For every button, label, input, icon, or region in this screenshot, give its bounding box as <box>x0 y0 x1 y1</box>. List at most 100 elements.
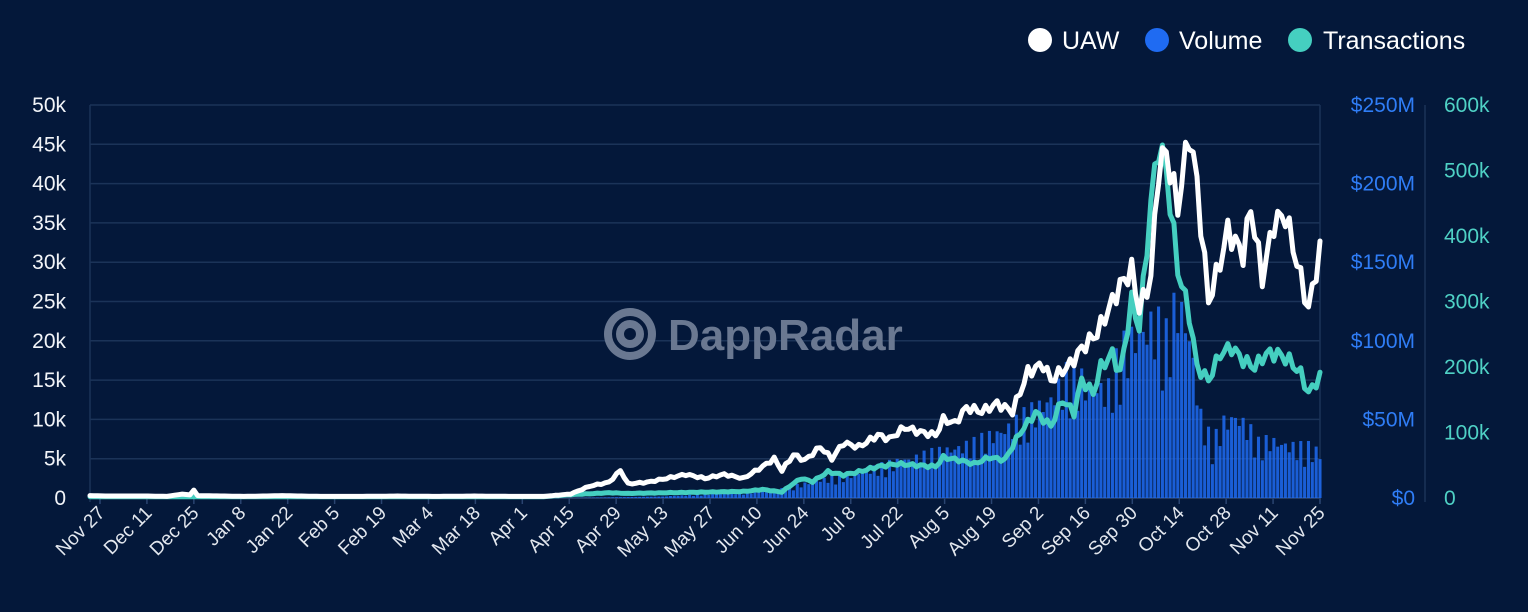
y-tick-label-uaw: 30k <box>32 251 66 274</box>
y-tick-label-volume: $150M <box>1351 251 1415 274</box>
volume-bar <box>703 493 707 498</box>
volume-bar <box>891 471 895 498</box>
x-tick-label: Oct 14 <box>1134 502 1189 557</box>
volume-bar <box>872 465 876 498</box>
volume-bar <box>1137 333 1141 498</box>
volume-bar <box>1318 459 1322 498</box>
volume-bar <box>1122 330 1126 498</box>
volume-bar <box>845 472 849 498</box>
volume-bar <box>864 469 868 498</box>
volume-bar <box>626 497 630 498</box>
volume-bar <box>772 489 776 498</box>
volume-bar <box>1072 358 1076 498</box>
volume-bar <box>834 484 838 498</box>
volume-bar <box>941 459 945 498</box>
volume-bar <box>695 494 699 498</box>
volume-bar <box>807 484 811 498</box>
volume-bar <box>1118 404 1122 498</box>
volume-bar <box>676 495 680 498</box>
volume-bar <box>972 436 976 498</box>
y-tick-label-transactions: 300k <box>1444 291 1490 314</box>
y-tick-label-uaw: 45k <box>32 133 66 156</box>
volume-bar <box>776 490 780 498</box>
volume-bar <box>803 482 807 498</box>
volume-bar <box>826 482 830 498</box>
volume-bar <box>1249 424 1253 498</box>
y-tick-label-transactions: 200k <box>1444 356 1490 379</box>
y-tick-label-volume: $250M <box>1351 94 1415 117</box>
volume-bar <box>1007 423 1011 498</box>
volume-bar <box>1222 415 1226 498</box>
volume-bar <box>1103 406 1107 498</box>
y-tick-label-uaw: 10k <box>32 408 66 431</box>
volume-bar <box>1237 425 1241 498</box>
volume-bar <box>818 481 822 498</box>
x-tick-label: May 13 <box>614 503 673 562</box>
volume-bar <box>1299 441 1303 498</box>
volume-bar <box>957 446 961 498</box>
x-tick-label: Nov 27 <box>52 503 109 560</box>
volume-bar <box>641 496 646 498</box>
volume-bar <box>987 430 991 498</box>
volume-bar <box>1060 409 1065 498</box>
volume-bar <box>1206 426 1211 498</box>
volume-bar <box>1080 368 1084 498</box>
volume-bar <box>903 459 907 498</box>
volume-bar <box>661 496 665 498</box>
volume-bar <box>672 495 676 498</box>
x-tick-label: Nov 25 <box>1272 503 1329 560</box>
volume-bar <box>1210 464 1214 498</box>
volume-bar <box>861 472 865 498</box>
volume-bar <box>707 494 711 498</box>
x-tick-label: May 27 <box>661 503 720 562</box>
volume-bar <box>1114 348 1118 498</box>
volume-bar <box>822 477 826 498</box>
x-tick-label: Mar 18 <box>428 503 485 560</box>
volume-bar <box>764 490 769 498</box>
volume-bar <box>1130 326 1134 498</box>
y-tick-label-uaw: 25k <box>32 291 66 314</box>
y-tick-label-uaw: 20k <box>32 330 66 353</box>
volume-bar <box>1083 400 1088 498</box>
legend-swatch-volume <box>1145 28 1169 52</box>
volume-bar <box>1095 393 1099 498</box>
volume-bar <box>934 466 938 498</box>
legend-item-uaw[interactable]: UAW <box>1028 27 1120 55</box>
volume-bar <box>1264 435 1268 498</box>
legend-item-volume[interactable]: Volume <box>1145 27 1262 55</box>
volume-bar <box>937 446 942 498</box>
volume-bar <box>1306 440 1311 498</box>
volume-bar <box>1064 361 1068 498</box>
legend-swatch-transactions <box>1288 28 1312 52</box>
volume-bar <box>688 494 692 498</box>
volume-bar <box>611 497 615 498</box>
x-tick-label: Feb 19 <box>334 503 391 560</box>
volume-bar <box>1057 378 1061 498</box>
volume-bar <box>657 496 661 498</box>
volume-bar <box>1110 412 1114 498</box>
volume-bar <box>918 464 922 498</box>
volume-bar <box>745 491 749 498</box>
volume-bar <box>638 496 642 498</box>
volume-bar <box>1099 383 1103 498</box>
y-tick-label-uaw: 15k <box>32 369 66 392</box>
volume-bar <box>753 490 757 498</box>
volume-bar <box>1191 357 1195 498</box>
volume-bar <box>665 496 669 498</box>
volume-bar <box>761 490 765 498</box>
watermark-text: DappRadar <box>668 311 903 360</box>
y-tick-label-volume: $200M <box>1351 173 1415 196</box>
volume-bar <box>949 452 953 498</box>
series-line-uaw <box>87 139 1323 499</box>
volume-bar <box>741 494 745 498</box>
legend-item-transactions[interactable]: Transactions <box>1288 27 1465 55</box>
volume-bar <box>1183 333 1188 498</box>
volume-bar <box>899 465 903 498</box>
volume-bar <box>1010 439 1015 498</box>
volume-bar <box>999 432 1003 498</box>
volume-bar <box>1199 408 1203 498</box>
volume-bar <box>841 482 845 498</box>
volume-bar <box>615 497 619 498</box>
x-tick-label: Nov 11 <box>1226 503 1282 559</box>
volume-bar <box>795 483 799 498</box>
